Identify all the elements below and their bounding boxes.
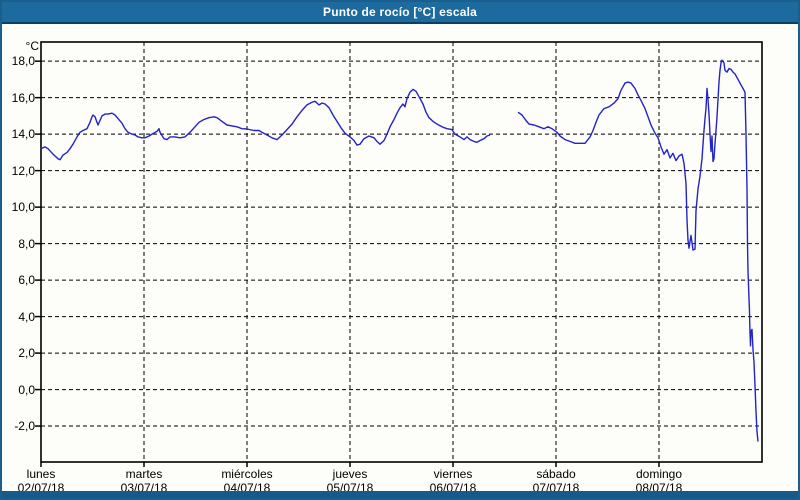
window-title: Punto de rocío [°C] escala: [322, 5, 478, 19]
series-line-dewpoint: [517, 59, 759, 442]
y-tick-label: 10,0: [11, 200, 35, 215]
x-day-label: viernes: [433, 467, 473, 481]
series-line-dewpoint: [40, 88, 491, 161]
y-axis-unit-label: °C: [25, 39, 39, 53]
x-day-label: lunes: [26, 467, 56, 481]
y-tick-label: 12,0: [11, 163, 35, 178]
y-tick-label: 0,0: [18, 382, 35, 397]
x-day-label: miércoles: [221, 467, 273, 481]
y-tick-label: 18,0: [11, 54, 35, 69]
bottom-bar: [2, 491, 798, 498]
y-tick-label: 6,0: [18, 273, 35, 288]
y-tick-label: 14,0: [11, 127, 35, 142]
y-tick-label: 4,0: [18, 309, 35, 324]
y-tick-label: -2,0: [14, 419, 35, 434]
x-day-label: domingo: [635, 467, 683, 481]
y-tick-label: 16,0: [11, 90, 35, 105]
window-titlebar: Punto de rocío [°C] escala: [2, 2, 798, 24]
x-day-label: martes: [125, 467, 163, 481]
x-day-label: sábado: [536, 467, 576, 481]
plot-frame: [40, 41, 763, 463]
y-tick-label: 2,0: [18, 346, 35, 361]
y-tick-label: 8,0: [18, 236, 35, 251]
x-day-label: jueves: [332, 467, 368, 481]
